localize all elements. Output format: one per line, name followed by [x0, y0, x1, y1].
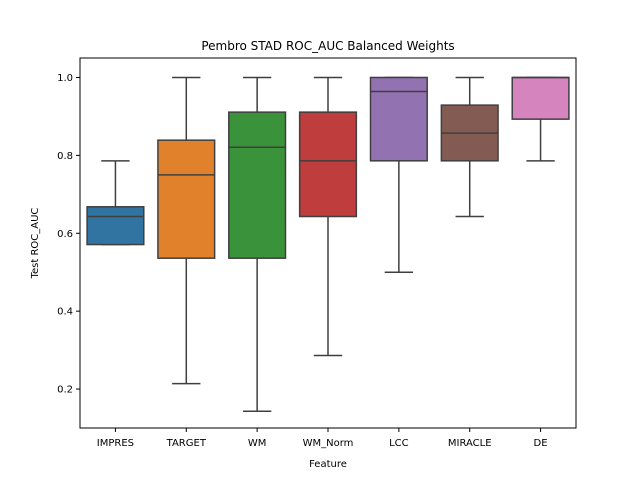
x-tick-label: WM_Norm	[303, 438, 354, 449]
box-iqr	[86, 206, 145, 246]
boxes-layer	[86, 76, 570, 413]
y-tick-label: 1.0	[57, 73, 73, 84]
y-tick-label: 0.2	[57, 385, 73, 396]
box-iqr	[298, 111, 358, 218]
x-tick-label: LCC	[389, 438, 409, 449]
x-tick-label: DE	[534, 438, 548, 449]
box-iqr	[369, 76, 428, 162]
plot-frame	[79, 57, 577, 429]
x-tick-label: WM	[248, 438, 267, 449]
x-tick-label: TARGET	[166, 438, 207, 449]
box-group	[157, 76, 216, 385]
box-group	[298, 76, 358, 357]
chart-title: Pembro STAD ROC_AUC Balanced Weights	[201, 39, 454, 53]
box-group	[440, 76, 499, 218]
box-group	[228, 76, 287, 413]
y-tick-label: 0.6	[57, 229, 73, 240]
box-group	[511, 76, 570, 162]
x-tick-label: MIRACLE	[448, 438, 492, 449]
y-axis-label: Test ROC_AUC	[30, 208, 41, 280]
box-iqr	[157, 139, 216, 259]
box-iqr	[511, 76, 570, 120]
x-tick-label: IMPRES	[97, 438, 134, 449]
x-axis-label: Feature	[309, 459, 347, 470]
y-axis: 0.2 0.4 0.6 0.8 1.0	[57, 73, 80, 396]
box-iqr	[228, 111, 287, 259]
box-group	[369, 76, 428, 273]
y-tick-label: 0.4	[57, 307, 73, 318]
y-tick-label: 0.8	[57, 151, 73, 162]
box-group	[86, 160, 145, 246]
x-axis: IMPRES TARGET WM WM_Norm LCC MIRACLE DE	[97, 428, 548, 449]
